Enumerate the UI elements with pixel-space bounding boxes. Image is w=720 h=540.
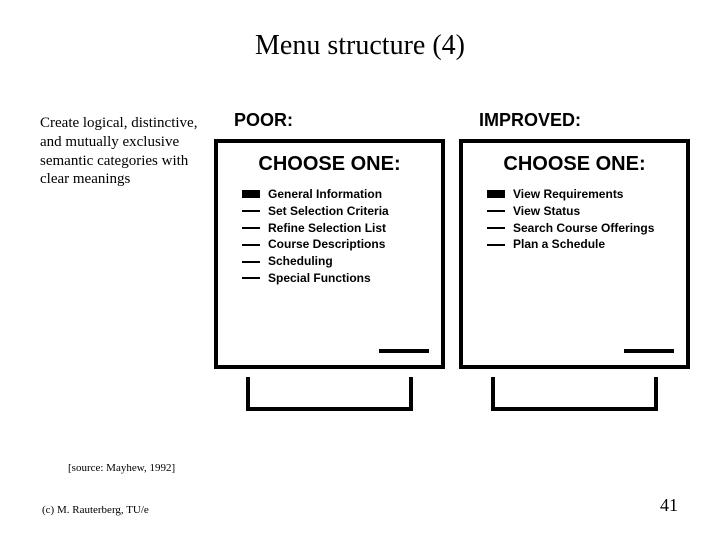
item-label: Special Functions (268, 270, 371, 287)
monitor-stand (491, 377, 657, 411)
list-item: Refine Selection List (242, 220, 431, 237)
improved-menu-list: View Requirements View Status Search Cou… (473, 186, 676, 253)
item-label: Plan a Schedule (513, 236, 605, 253)
improved-header: CHOOSE ONE: (473, 153, 676, 176)
item-label: View Requirements (513, 186, 623, 203)
list-item: General Information (242, 186, 431, 203)
list-item: Plan a Schedule (487, 236, 676, 253)
poor-screen: CHOOSE ONE: General Information Set Sele… (214, 139, 445, 411)
guideline-text: Create logical, distinctive, and mutuall… (40, 110, 200, 411)
improved-panel: IMPROVED: CHOOSE ONE: View Requirements … (459, 110, 690, 411)
selected-marker-icon (242, 190, 260, 198)
status-line-icon (379, 349, 429, 353)
item-label: Refine Selection List (268, 220, 386, 237)
screen-frame: CHOOSE ONE: View Requirements View Statu… (459, 139, 690, 369)
item-label: General Information (268, 186, 382, 203)
source-citation: [source: Mayhew, 1992] (68, 462, 175, 474)
poor-panel: POOR: CHOOSE ONE: General Information Se… (214, 110, 445, 411)
screen-frame: CHOOSE ONE: General Information Set Sele… (214, 139, 445, 369)
improved-label: IMPROVED: (459, 110, 690, 131)
poor-header: CHOOSE ONE: (228, 153, 431, 176)
content-area: Create logical, distinctive, and mutuall… (40, 110, 690, 411)
marker-icon (242, 244, 260, 246)
selected-marker-icon (487, 190, 505, 198)
status-line-icon (624, 349, 674, 353)
marker-icon (487, 210, 505, 212)
marker-icon (242, 261, 260, 263)
list-item: View Requirements (487, 186, 676, 203)
list-item: Search Course Offerings (487, 220, 676, 237)
slide-title: Menu structure (4) (0, 0, 720, 62)
copyright-text: (c) M. Rauterberg, TU/e (42, 504, 149, 516)
item-label: Course Descriptions (268, 236, 385, 253)
list-item: Special Functions (242, 270, 431, 287)
improved-screen: CHOOSE ONE: View Requirements View Statu… (459, 139, 690, 411)
item-label: Search Course Offerings (513, 220, 654, 237)
poor-label: POOR: (214, 110, 445, 131)
list-item: Scheduling (242, 253, 431, 270)
poor-menu-list: General Information Set Selection Criter… (228, 186, 431, 287)
list-item: Set Selection Criteria (242, 203, 431, 220)
monitor-stand (246, 377, 412, 411)
item-label: Set Selection Criteria (268, 203, 389, 220)
marker-icon (242, 277, 260, 279)
item-label: View Status (513, 203, 580, 220)
marker-icon (487, 227, 505, 229)
marker-icon (487, 244, 505, 246)
marker-icon (242, 227, 260, 229)
list-item: Course Descriptions (242, 236, 431, 253)
list-item: View Status (487, 203, 676, 220)
item-label: Scheduling (268, 253, 333, 270)
marker-icon (242, 210, 260, 212)
slide-number: 41 (660, 495, 678, 516)
